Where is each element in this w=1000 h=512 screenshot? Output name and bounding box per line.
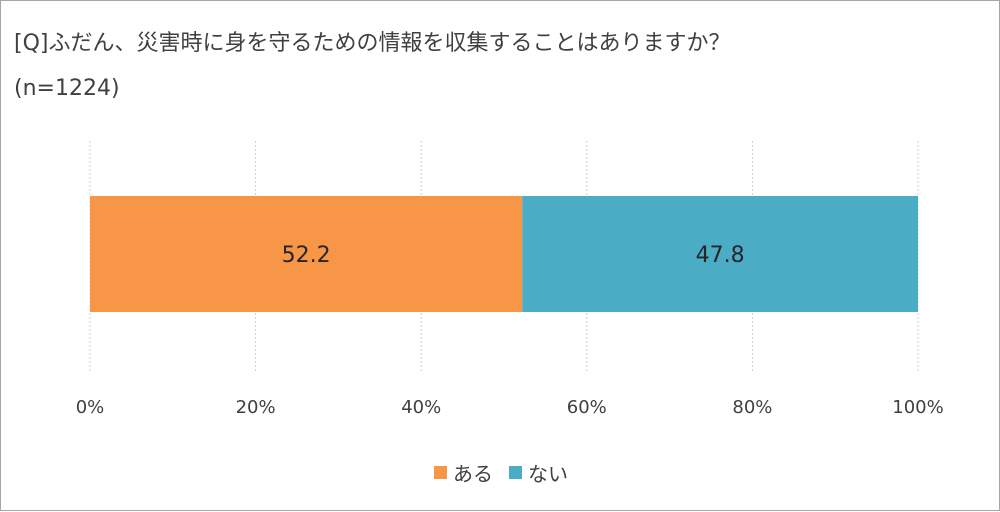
legend-label-aru: ある bbox=[453, 462, 493, 486]
legend-swatch-nai bbox=[509, 466, 522, 479]
x-tick-label: 20% bbox=[236, 397, 276, 418]
legend-item-nai: ない bbox=[509, 458, 568, 487]
x-tick-label: 0% bbox=[76, 397, 105, 418]
x-tick-label: 100% bbox=[892, 397, 943, 418]
legend-label-nai: ない bbox=[528, 462, 568, 486]
bar-segment-1 bbox=[522, 196, 918, 312]
legend-swatch-aru bbox=[434, 466, 447, 479]
x-tick-label: 80% bbox=[732, 397, 772, 418]
x-tick-label: 40% bbox=[401, 397, 441, 418]
bar-segment-0 bbox=[90, 196, 523, 312]
legend: ある ない bbox=[1, 458, 1000, 487]
chart-title: [Q]ふだん、災害時に身を守るための情報を収集することはありますか？ bbox=[14, 31, 731, 56]
chart-subtitle: (n=1224) bbox=[14, 76, 120, 101]
legend-item-aru: ある bbox=[434, 458, 493, 487]
x-tick-label: 60% bbox=[567, 397, 607, 418]
data-label-0: 52.2 bbox=[282, 243, 331, 268]
data-label-1: 47.8 bbox=[696, 243, 745, 268]
